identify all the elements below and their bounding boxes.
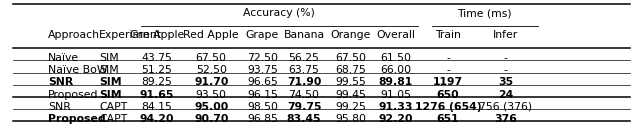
Text: Accuracy (%): Accuracy (%) bbox=[243, 8, 316, 18]
Text: 651: 651 bbox=[436, 114, 460, 124]
Text: 24: 24 bbox=[498, 90, 513, 100]
Text: Train: Train bbox=[435, 30, 461, 40]
Text: Red Apple: Red Apple bbox=[184, 30, 239, 40]
Text: 90.70: 90.70 bbox=[194, 114, 228, 124]
Text: SIM: SIM bbox=[99, 53, 119, 63]
Text: 74.50: 74.50 bbox=[289, 90, 319, 100]
Text: 71.90: 71.90 bbox=[287, 77, 321, 87]
Text: 52.50: 52.50 bbox=[196, 65, 227, 75]
Text: 84.15: 84.15 bbox=[141, 102, 172, 112]
Text: 83.45: 83.45 bbox=[287, 114, 321, 124]
Text: 68.75: 68.75 bbox=[335, 65, 366, 75]
Text: Experiment: Experiment bbox=[99, 30, 162, 40]
Text: SNR: SNR bbox=[48, 77, 73, 87]
Text: -: - bbox=[504, 65, 508, 75]
Text: Orange: Orange bbox=[330, 30, 371, 40]
Text: Naïve: Naïve bbox=[48, 53, 79, 63]
Text: Approach: Approach bbox=[48, 30, 100, 40]
Text: CAPT: CAPT bbox=[99, 102, 127, 112]
Text: 66.00: 66.00 bbox=[380, 65, 411, 75]
Text: -: - bbox=[446, 53, 450, 63]
Text: Banana: Banana bbox=[284, 30, 324, 40]
Text: CAPT: CAPT bbox=[99, 114, 127, 124]
Text: 91.33: 91.33 bbox=[378, 102, 413, 112]
Text: SNR: SNR bbox=[48, 102, 71, 112]
Text: 98.50: 98.50 bbox=[247, 102, 278, 112]
Text: 99.55: 99.55 bbox=[335, 77, 366, 87]
Text: Time (ms): Time (ms) bbox=[458, 8, 512, 18]
Text: 61.50: 61.50 bbox=[380, 53, 411, 63]
Text: 92.20: 92.20 bbox=[378, 114, 413, 124]
Text: 43.75: 43.75 bbox=[141, 53, 172, 63]
Text: SIM: SIM bbox=[99, 77, 122, 87]
Text: 95.80: 95.80 bbox=[335, 114, 366, 124]
Text: SIM: SIM bbox=[99, 65, 119, 75]
Text: 91.65: 91.65 bbox=[140, 90, 174, 100]
Text: 72.50: 72.50 bbox=[247, 53, 278, 63]
Text: 94.20: 94.20 bbox=[140, 114, 174, 124]
Text: 96.65: 96.65 bbox=[247, 77, 278, 87]
Text: 93.75: 93.75 bbox=[247, 65, 278, 75]
Text: 51.25: 51.25 bbox=[141, 65, 172, 75]
Text: Proposed: Proposed bbox=[48, 114, 106, 124]
Text: 95.00: 95.00 bbox=[194, 102, 228, 112]
Text: 93.50: 93.50 bbox=[196, 90, 227, 100]
Text: Grn Apple: Grn Apple bbox=[130, 30, 184, 40]
Text: 650: 650 bbox=[436, 90, 460, 100]
Text: Proposed: Proposed bbox=[48, 90, 99, 100]
Text: 67.50: 67.50 bbox=[335, 53, 366, 63]
Text: 756 (376): 756 (376) bbox=[479, 102, 532, 112]
Text: -: - bbox=[504, 53, 508, 63]
Text: 35: 35 bbox=[498, 77, 513, 87]
Text: 67.50: 67.50 bbox=[196, 53, 227, 63]
Text: 63.75: 63.75 bbox=[289, 65, 319, 75]
Text: -: - bbox=[446, 65, 450, 75]
Text: 1276 (654): 1276 (654) bbox=[415, 102, 481, 112]
Text: 91.70: 91.70 bbox=[194, 77, 228, 87]
Text: Grape: Grape bbox=[246, 30, 279, 40]
Text: 89.25: 89.25 bbox=[141, 77, 172, 87]
Text: 99.25: 99.25 bbox=[335, 102, 366, 112]
Text: SIM: SIM bbox=[99, 90, 122, 100]
Text: Naïve BoW: Naïve BoW bbox=[48, 65, 108, 75]
Text: 376: 376 bbox=[494, 114, 517, 124]
Text: 89.81: 89.81 bbox=[378, 77, 413, 87]
Text: Overall: Overall bbox=[376, 30, 415, 40]
Text: 91.05: 91.05 bbox=[380, 90, 411, 100]
Text: 96.85: 96.85 bbox=[247, 114, 278, 124]
Text: 56.25: 56.25 bbox=[289, 53, 319, 63]
Text: Infer: Infer bbox=[493, 30, 518, 40]
Text: 96.15: 96.15 bbox=[247, 90, 278, 100]
Text: 1197: 1197 bbox=[433, 77, 463, 87]
Text: 79.75: 79.75 bbox=[287, 102, 321, 112]
Text: 99.45: 99.45 bbox=[335, 90, 366, 100]
